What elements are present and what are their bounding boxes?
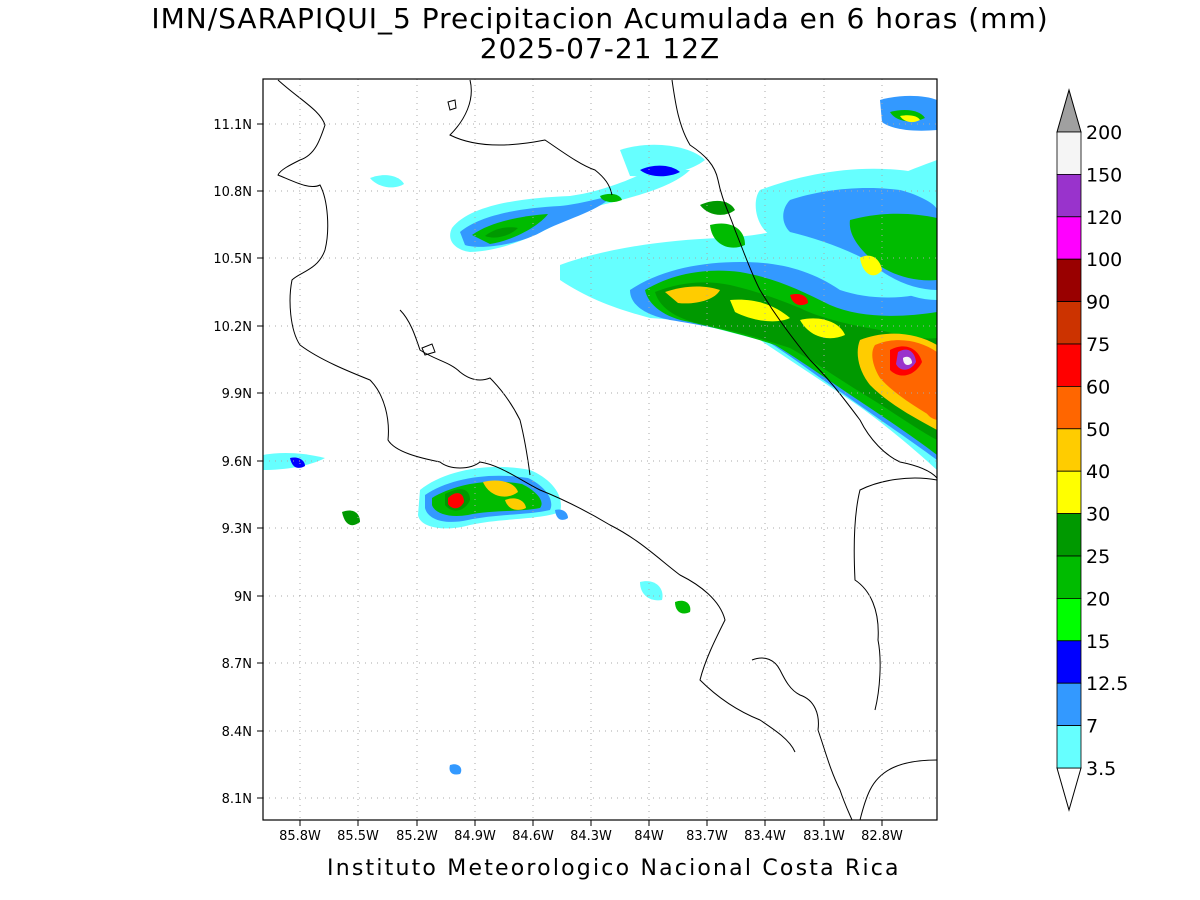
coastline <box>277 79 937 820</box>
lat-label: 8.4N <box>222 725 252 740</box>
lon-label: 85.8W <box>279 829 321 844</box>
colorbar-segment <box>1056 725 1082 769</box>
colorbar-segment <box>1056 555 1082 599</box>
colorbar-bottom-arrow <box>1056 767 1082 812</box>
lat-label: 9.6N <box>222 455 252 470</box>
colorbar-segment <box>1056 258 1082 303</box>
colorbar-label: 150 <box>1086 164 1122 186</box>
colorbar-segment <box>1056 385 1082 430</box>
colorbar-label: 30 <box>1086 504 1110 526</box>
colorbar: 200 150 120 100 90 75 60 50 40 30 25 20 15 12.5 7 3.5 <box>1056 88 1128 812</box>
lon-label: 85.2W <box>396 829 438 844</box>
map-date: 2025-07-21 12Z <box>479 32 721 65</box>
colorbar-label: 75 <box>1086 334 1110 356</box>
lon-label: 83.7W <box>686 829 728 844</box>
lat-label: 10.2N <box>213 320 252 335</box>
colorbar-segment <box>1056 216 1082 260</box>
lon-label: 84.3W <box>570 829 612 844</box>
colorbar-segment <box>1056 301 1082 345</box>
colorbar-segment <box>1056 131 1082 175</box>
lon-label: 84W <box>634 829 664 844</box>
precipitation-field <box>263 95 937 775</box>
lat-label: 9.3N <box>222 522 252 537</box>
colorbar-label: 3.5 <box>1086 758 1116 780</box>
colorbar-label: 90 <box>1086 292 1110 314</box>
colorbar-label: 20 <box>1086 588 1110 610</box>
lon-label: 84.6W <box>512 829 554 844</box>
footer-credit: Instituto Meteorologico Nacional Costa R… <box>327 856 901 881</box>
lon-label: 82.8W <box>861 829 903 844</box>
map-grid <box>263 79 937 820</box>
lat-label: 8.7N <box>222 657 252 672</box>
map-title: IMN/SARAPIQUI_5 Precipitacion Acumulada … <box>151 2 1049 35</box>
lat-label: 9.9N <box>222 387 252 402</box>
colorbar-label: 40 <box>1086 461 1110 483</box>
colorbar-label: 15 <box>1086 631 1110 653</box>
lon-label: 83.4W <box>744 829 786 844</box>
colorbar-segment <box>1056 428 1082 472</box>
colorbar-label: 100 <box>1086 249 1122 271</box>
lat-label: 9N <box>234 590 252 605</box>
colorbar-label: 60 <box>1086 376 1110 398</box>
colorbar-segment <box>1056 682 1082 727</box>
lon-label: 83.1W <box>803 829 845 844</box>
colorbar-segment <box>1056 640 1082 684</box>
colorbar-label: 200 <box>1086 122 1122 144</box>
colorbar-segment <box>1056 513 1082 557</box>
map-frame <box>262 78 938 821</box>
lon-label: 85.5W <box>337 829 379 844</box>
colorbar-label: 25 <box>1086 546 1110 568</box>
lat-label: 10.8N <box>213 185 252 200</box>
lat-label: 8.1N <box>222 792 252 807</box>
colorbar-label: 7 <box>1086 716 1098 738</box>
lat-label: 11.1N <box>213 118 252 133</box>
colorbar-segment <box>1056 343 1082 387</box>
lon-label: 84.9W <box>454 829 496 844</box>
colorbar-segment <box>1056 598 1082 642</box>
lat-label: 10.5N <box>213 252 252 267</box>
colorbar-label: 120 <box>1086 207 1122 229</box>
colorbar-segment <box>1056 173 1082 218</box>
colorbar-top-arrow <box>1056 88 1082 133</box>
colorbar-label: 50 <box>1086 419 1110 441</box>
colorbar-segment <box>1056 470 1082 515</box>
colorbar-label: 12.5 <box>1086 673 1128 695</box>
